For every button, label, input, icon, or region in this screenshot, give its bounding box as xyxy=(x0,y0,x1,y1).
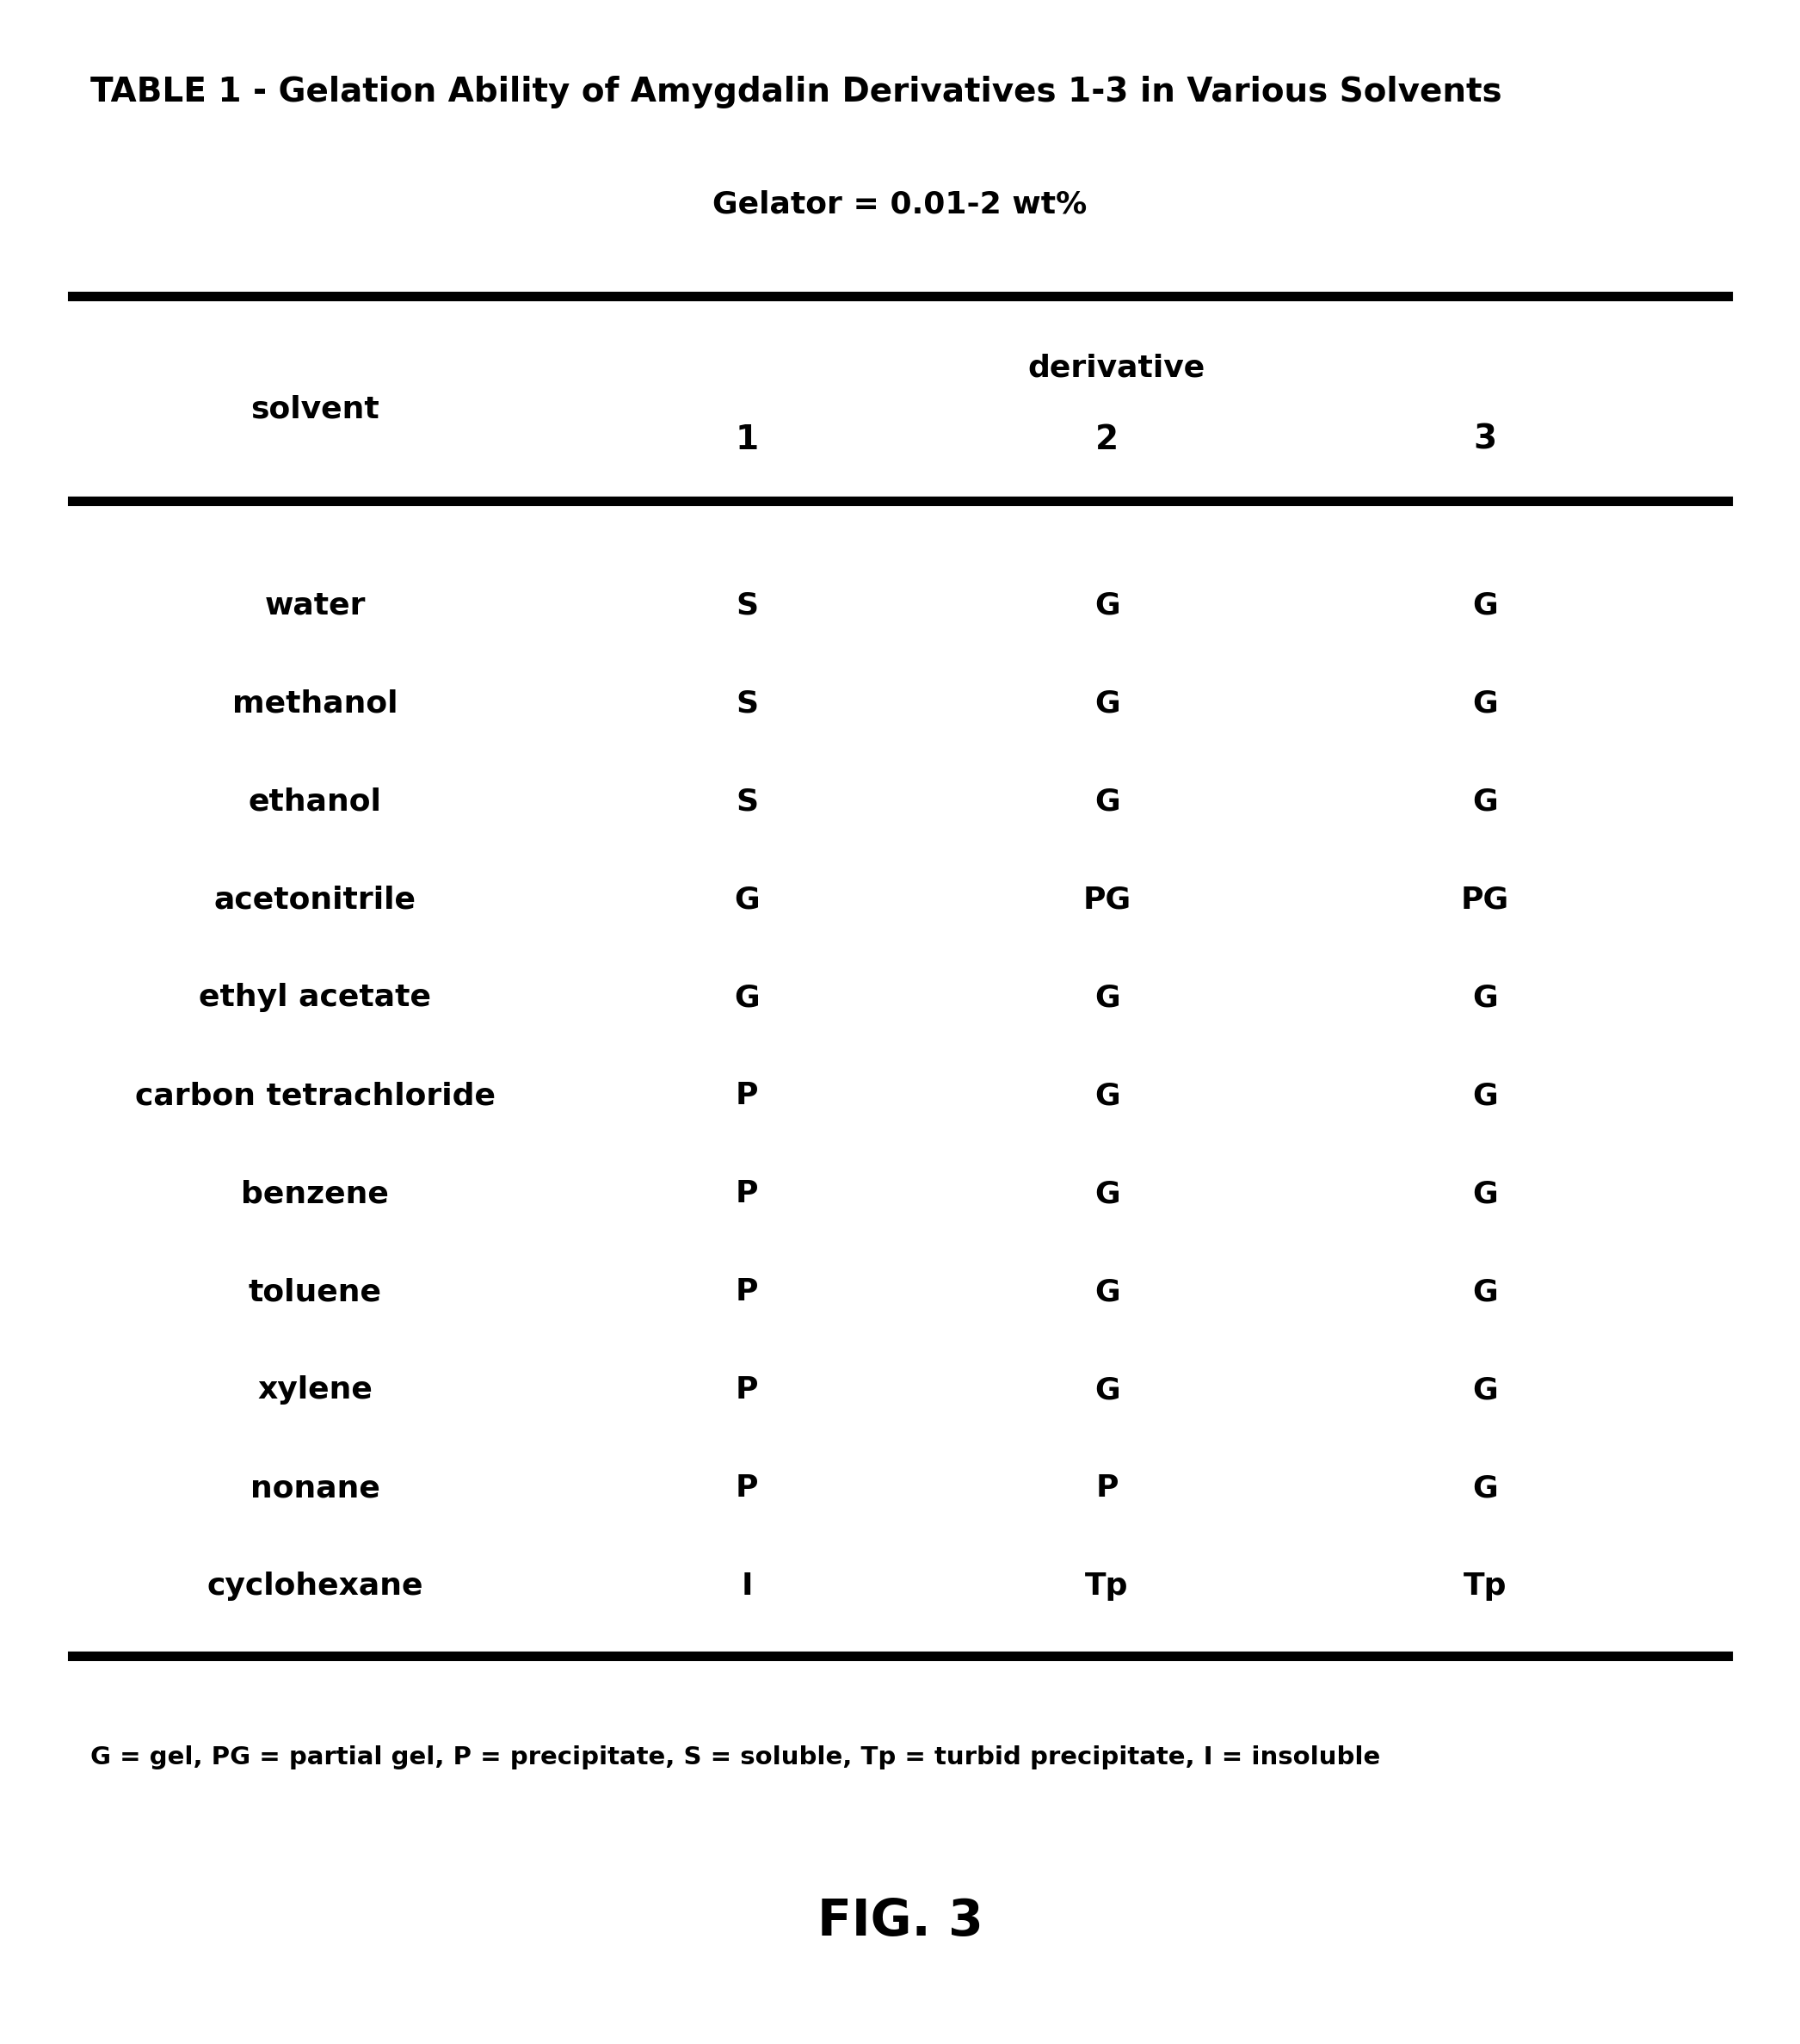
Text: 3: 3 xyxy=(1474,423,1496,456)
Text: G: G xyxy=(1094,787,1120,816)
Text: G: G xyxy=(1472,1081,1498,1110)
Text: I: I xyxy=(742,1572,752,1600)
Text: derivative: derivative xyxy=(1028,354,1204,382)
Text: P: P xyxy=(736,1179,758,1208)
Text: carbon tetrachloride: carbon tetrachloride xyxy=(135,1081,495,1110)
Text: G: G xyxy=(1094,1376,1120,1404)
Text: G: G xyxy=(1094,1278,1120,1306)
Text: ethanol: ethanol xyxy=(248,787,382,816)
Text: PG: PG xyxy=(1084,885,1130,914)
Text: TABLE 1 - Gelation Ability of Amygdalin Derivatives 1-3 in Various Solvents: TABLE 1 - Gelation Ability of Amygdalin … xyxy=(90,76,1501,108)
Text: G: G xyxy=(1472,689,1498,717)
Text: toluene: toluene xyxy=(248,1278,382,1306)
Text: PG: PG xyxy=(1462,885,1508,914)
Text: acetonitrile: acetonitrile xyxy=(214,885,416,914)
Text: S: S xyxy=(736,787,758,816)
Text: G: G xyxy=(1472,983,1498,1012)
Text: G: G xyxy=(1094,591,1120,619)
Text: G: G xyxy=(734,885,760,914)
Text: G: G xyxy=(1094,689,1120,717)
Text: nonane: nonane xyxy=(250,1474,380,1502)
Text: 1: 1 xyxy=(736,423,758,456)
Text: G: G xyxy=(1472,1376,1498,1404)
Text: G: G xyxy=(1094,1081,1120,1110)
Text: G: G xyxy=(1472,591,1498,619)
Text: ethyl acetate: ethyl acetate xyxy=(198,983,432,1012)
Text: G: G xyxy=(1472,1474,1498,1502)
Text: FIG. 3: FIG. 3 xyxy=(817,1897,983,1946)
Text: P: P xyxy=(736,1474,758,1502)
Text: P: P xyxy=(1096,1474,1118,1502)
Text: G: G xyxy=(1094,983,1120,1012)
Text: P: P xyxy=(736,1376,758,1404)
Text: G: G xyxy=(1472,1179,1498,1208)
Text: 2: 2 xyxy=(1096,423,1118,456)
Text: xylene: xylene xyxy=(257,1376,373,1404)
Text: S: S xyxy=(736,689,758,717)
Text: G = gel, PG = partial gel, P = precipitate, S = soluble, Tp = turbid precipitate: G = gel, PG = partial gel, P = precipita… xyxy=(90,1746,1381,1770)
Text: methanol: methanol xyxy=(232,689,398,717)
Text: G: G xyxy=(1094,1179,1120,1208)
Text: solvent: solvent xyxy=(250,394,380,423)
Text: Tp: Tp xyxy=(1463,1572,1507,1600)
Text: Gelator = 0.01-2 wt%: Gelator = 0.01-2 wt% xyxy=(713,190,1087,219)
Text: benzene: benzene xyxy=(241,1179,389,1208)
Text: G: G xyxy=(1472,1278,1498,1306)
Text: water: water xyxy=(265,591,365,619)
Text: P: P xyxy=(736,1278,758,1306)
Text: G: G xyxy=(734,983,760,1012)
Text: P: P xyxy=(736,1081,758,1110)
Text: cyclohexane: cyclohexane xyxy=(207,1572,423,1600)
Text: G: G xyxy=(1472,787,1498,816)
Text: Tp: Tp xyxy=(1085,1572,1129,1600)
Text: S: S xyxy=(736,591,758,619)
